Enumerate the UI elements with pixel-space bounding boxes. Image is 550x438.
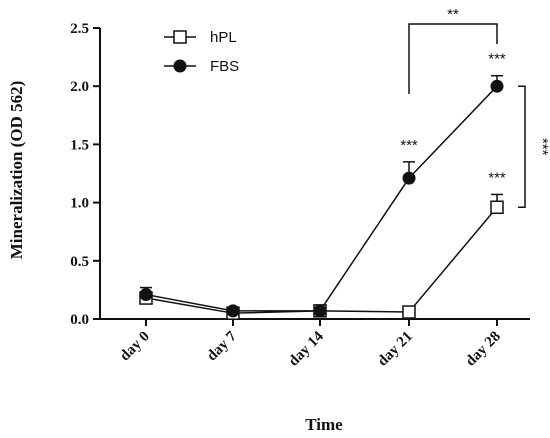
y-tick-label: 1.0 (70, 196, 89, 212)
data-point-hPL (490, 200, 504, 215)
legend-label: FBS (210, 58, 239, 75)
series-hPL (139, 193, 504, 320)
x-tick-label: day 0 (117, 329, 153, 365)
significance-label: *** (400, 137, 418, 154)
legend-item-hPL: hPL (164, 29, 237, 46)
legend-marker (173, 30, 187, 44)
data-point-FBS (490, 79, 504, 93)
y-axis-title: Mineralization (OD 562) (7, 81, 26, 259)
x-tick-label: day 7 (204, 328, 240, 364)
series-FBS (139, 74, 504, 318)
data-point-hPL (402, 305, 416, 319)
significance-bracket (518, 85, 526, 209)
y-tick-label: 0.0 (70, 312, 89, 328)
y-tick-label: 2.5 (70, 21, 89, 37)
legend: hPL FBS (164, 29, 239, 75)
significance-label: *** (488, 169, 506, 186)
series-line-hPL (145, 206, 498, 314)
legend-marker (173, 59, 187, 73)
y-tick-label: 0.5 (70, 254, 89, 270)
annotations: ************** (400, 6, 550, 209)
significance-label: *** (534, 138, 550, 156)
x-tick-label: day 21 (375, 329, 416, 370)
legend-item-FBS: FBS (164, 58, 239, 75)
significance-bracket (408, 23, 498, 94)
series-layer (139, 74, 504, 320)
x-axis-title: Time (305, 415, 343, 434)
x-tick-label: day 14 (286, 328, 327, 369)
series-line-FBS (145, 85, 498, 312)
x-tick-label: day 28 (463, 329, 504, 370)
y-tick-label: 1.5 (70, 137, 89, 153)
data-point-FBS (139, 288, 153, 302)
axes: 0.0 0.5 1.0 1.5 2.0 2.5 day 0 day 7 day 14 day 21… (70, 21, 530, 370)
data-point-FBS (313, 304, 327, 318)
data-point-FBS (402, 171, 416, 185)
legend-label: hPL (210, 29, 237, 46)
y-tick-label: 2.0 (70, 79, 89, 95)
data-point-FBS (226, 304, 240, 318)
significance-label: *** (488, 51, 506, 68)
significance-label: ** (447, 6, 459, 23)
